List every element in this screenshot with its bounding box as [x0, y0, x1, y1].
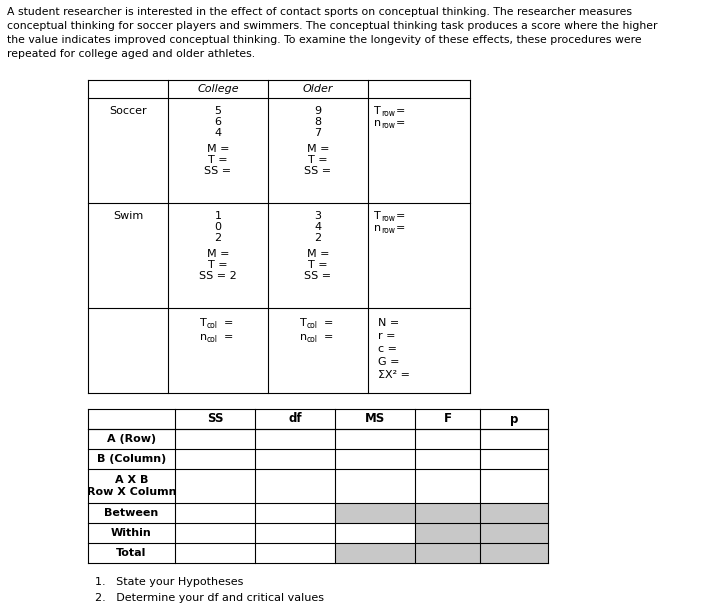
- Text: the value indicates improved conceptual thinking. To examine the longevity of th: the value indicates improved conceptual …: [7, 35, 641, 45]
- Text: SS =: SS =: [205, 166, 231, 176]
- Text: MS: MS: [365, 413, 385, 425]
- Text: G =: G =: [378, 357, 400, 367]
- Text: repeated for college aged and older athletes.: repeated for college aged and older athl…: [7, 49, 255, 59]
- Text: T =: T =: [308, 155, 328, 165]
- Text: col: col: [307, 335, 318, 344]
- Text: 7: 7: [315, 128, 322, 138]
- Text: Within: Within: [111, 528, 152, 538]
- Text: 6: 6: [215, 117, 222, 127]
- Text: 0: 0: [215, 222, 222, 232]
- Bar: [480, 523, 548, 543]
- Text: row: row: [381, 109, 395, 118]
- Text: conceptual thinking for soccer players and swimmers. The conceptual thinking tas: conceptual thinking for soccer players a…: [7, 21, 658, 31]
- Text: n: n: [374, 223, 381, 233]
- Text: T: T: [374, 106, 381, 116]
- Text: =: =: [324, 332, 334, 342]
- Text: T =: T =: [208, 155, 228, 165]
- Text: 2.   Determine your df and critical values: 2. Determine your df and critical values: [95, 593, 324, 603]
- Text: =: =: [324, 318, 334, 328]
- Text: SS =: SS =: [304, 166, 332, 176]
- Text: row: row: [381, 214, 395, 223]
- Text: =: =: [224, 332, 233, 342]
- Text: 4: 4: [215, 128, 222, 138]
- Text: SS =: SS =: [304, 271, 332, 281]
- Text: p: p: [510, 413, 518, 425]
- Text: =: =: [396, 223, 405, 233]
- Text: col: col: [207, 321, 218, 330]
- Text: df: df: [288, 413, 302, 425]
- Text: c =: c =: [378, 344, 397, 354]
- Text: 2: 2: [315, 233, 322, 243]
- Text: College: College: [197, 84, 239, 94]
- Text: 2: 2: [215, 233, 222, 243]
- Text: =: =: [224, 318, 233, 328]
- Text: A student researcher is interested in the effect of contact sports on conceptual: A student researcher is interested in th…: [7, 7, 632, 17]
- Bar: [415, 503, 480, 523]
- Text: Total: Total: [116, 548, 147, 558]
- Text: Soccer: Soccer: [109, 106, 147, 116]
- Text: A (Row): A (Row): [107, 434, 156, 444]
- Text: row: row: [381, 121, 395, 130]
- Text: SS = 2: SS = 2: [199, 271, 237, 281]
- Text: =: =: [396, 118, 405, 128]
- Text: T: T: [300, 318, 307, 328]
- Text: =: =: [396, 106, 405, 116]
- Bar: [335, 503, 415, 523]
- Text: B (Column): B (Column): [97, 454, 166, 464]
- Text: n: n: [374, 118, 381, 128]
- Text: Between: Between: [104, 508, 158, 518]
- Text: A X B
Row X Column: A X B Row X Column: [87, 475, 176, 497]
- Bar: [480, 543, 548, 563]
- Text: SS: SS: [207, 413, 223, 425]
- Text: 8: 8: [315, 117, 322, 127]
- Text: n: n: [200, 332, 207, 342]
- Text: Older: Older: [303, 84, 333, 94]
- Text: =: =: [396, 211, 405, 221]
- Text: M =: M =: [207, 249, 229, 259]
- Text: ΣX² =: ΣX² =: [378, 370, 410, 380]
- Text: r =: r =: [378, 331, 395, 341]
- Text: 1: 1: [215, 211, 222, 221]
- Bar: [335, 543, 415, 563]
- Text: M =: M =: [207, 144, 229, 154]
- Text: M =: M =: [307, 144, 329, 154]
- Text: Swim: Swim: [113, 211, 143, 221]
- Text: col: col: [307, 321, 318, 330]
- Bar: [415, 543, 480, 563]
- Text: 9: 9: [315, 106, 322, 116]
- Text: T: T: [200, 318, 207, 328]
- Text: T =: T =: [308, 260, 328, 270]
- Text: T =: T =: [208, 260, 228, 270]
- Text: N =: N =: [378, 318, 400, 328]
- Text: F: F: [444, 413, 451, 425]
- Text: 5: 5: [215, 106, 222, 116]
- Text: 3: 3: [315, 211, 322, 221]
- Text: M =: M =: [307, 249, 329, 259]
- Text: n: n: [300, 332, 307, 342]
- Bar: [415, 523, 480, 543]
- Text: T: T: [374, 211, 381, 221]
- Text: 4: 4: [315, 222, 322, 232]
- Text: col: col: [207, 335, 218, 344]
- Bar: [480, 503, 548, 523]
- Text: row: row: [381, 226, 395, 235]
- Text: 1.   State your Hypotheses: 1. State your Hypotheses: [95, 577, 243, 587]
